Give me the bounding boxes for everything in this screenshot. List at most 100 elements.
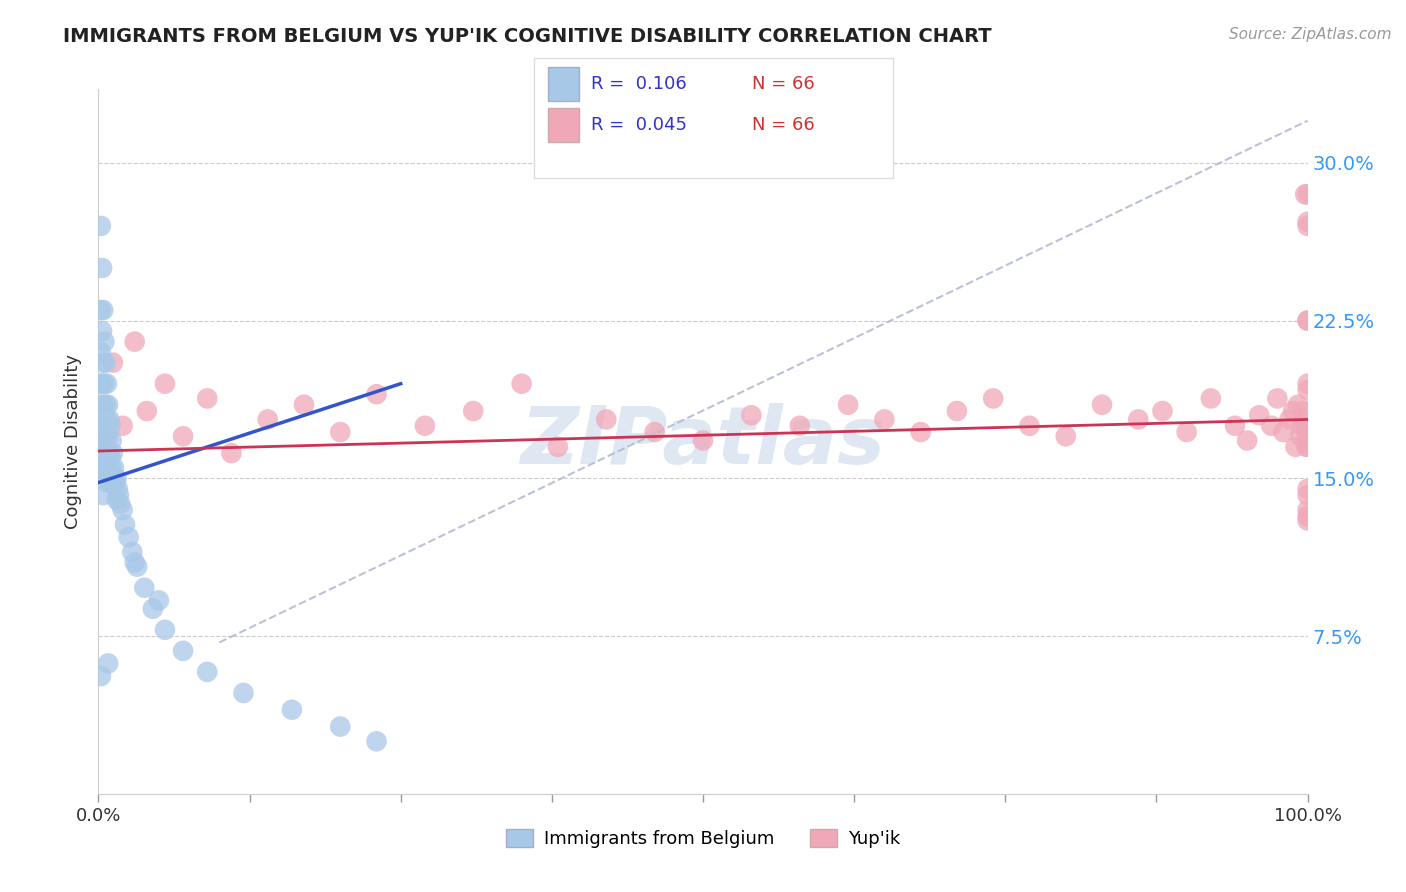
Point [1267,392,1289,406]
Point [172,644,194,658]
Point [1294,187,1316,202]
Point [1018,418,1040,433]
Point [1223,418,1246,433]
Point [105,492,128,507]
Point [981,392,1004,406]
Point [463,404,485,418]
Point [1292,404,1315,418]
Point [1296,513,1319,527]
Point [91,488,114,502]
Point [124,556,146,570]
Point [94,460,117,475]
Point [104,475,127,490]
Point [644,425,666,439]
Point [100,434,122,448]
Point [91,440,114,454]
Point [97,657,120,671]
Text: R =  0.045: R = 0.045 [591,116,686,134]
Point [1296,187,1319,202]
Point [93,418,115,433]
Point [1128,412,1150,426]
Point [292,398,315,412]
Point [692,434,714,448]
Point [108,497,131,511]
Point [547,440,569,454]
Point [93,334,115,349]
Point [91,460,114,475]
Point [1199,392,1222,406]
Point [111,418,134,433]
Point [98,412,121,426]
Point [114,517,136,532]
Point [127,559,149,574]
Point [96,412,118,426]
Point [90,219,112,233]
Point [142,601,165,615]
Point [89,418,111,433]
Point [1296,313,1319,327]
Point [91,356,114,370]
Point [256,412,278,426]
Point [94,398,117,412]
Point [89,450,111,465]
Text: N = 66: N = 66 [752,116,815,134]
Point [101,471,124,485]
Point [90,398,112,412]
Point [366,734,388,748]
Point [329,720,352,734]
Point [153,623,176,637]
Point [1284,440,1306,454]
Point [91,260,114,275]
Point [97,429,120,443]
Point [910,425,932,439]
Point [101,356,124,370]
Point [93,454,115,468]
Point [1054,429,1077,443]
Point [510,376,533,391]
Point [100,418,122,433]
Point [1292,412,1315,426]
Point [91,398,114,412]
Point [107,482,129,496]
Point [96,475,118,490]
Point [873,412,896,426]
Point [1296,215,1319,229]
Text: R =  0.106: R = 0.106 [591,75,686,93]
Point [946,404,969,418]
Point [1152,404,1174,418]
Point [281,703,304,717]
Point [97,398,120,412]
Point [111,503,134,517]
Point [366,387,388,401]
Point [789,418,811,433]
Point [103,460,125,475]
Point [1296,383,1319,397]
Point [97,467,120,482]
Point [94,429,117,443]
Point [221,446,243,460]
Legend: Immigrants from Belgium, Yup'ik: Immigrants from Belgium, Yup'ik [499,822,907,855]
Point [232,686,254,700]
Point [89,376,111,391]
Point [1296,488,1319,502]
Point [413,418,436,433]
Point [93,376,115,391]
Point [1175,425,1198,439]
Point [172,429,194,443]
Point [94,356,117,370]
Point [100,460,122,475]
Point [1295,418,1317,433]
Point [837,398,859,412]
Point [101,446,124,460]
Text: IMMIGRANTS FROM BELGIUM VS YUP'IK COGNITIVE DISABILITY CORRELATION CHART: IMMIGRANTS FROM BELGIUM VS YUP'IK COGNIT… [63,27,991,45]
Point [121,545,143,559]
Point [91,324,114,338]
Point [1289,429,1312,443]
Point [1296,219,1319,233]
Point [1296,440,1319,454]
Point [124,334,146,349]
Point [91,376,114,391]
Text: N = 66: N = 66 [752,75,815,93]
Point [96,376,118,391]
Text: Source: ZipAtlas.com: Source: ZipAtlas.com [1229,27,1392,42]
